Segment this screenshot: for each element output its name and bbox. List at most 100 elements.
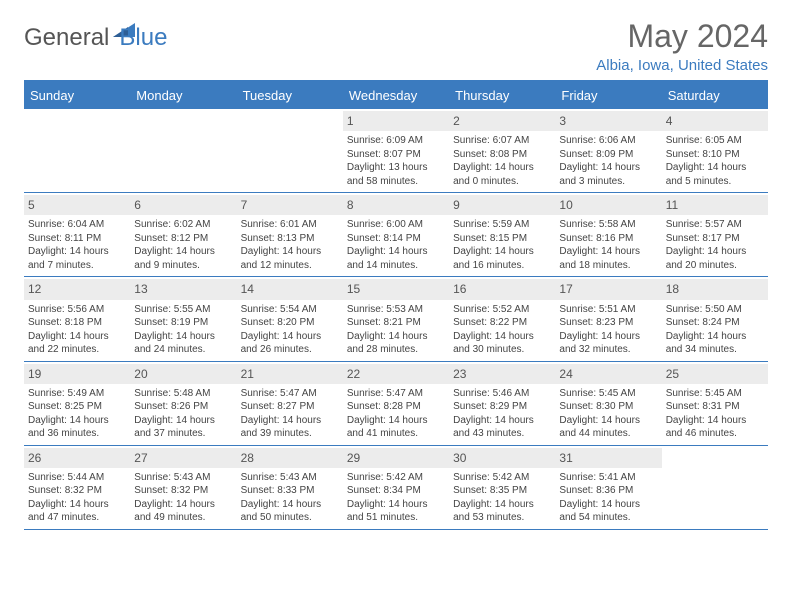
day-details: Sunrise: 6:02 AMSunset: 8:12 PMDaylight:…	[134, 218, 232, 272]
calendar-day: 21 Sunrise: 5:47 AMSunset: 8:27 PMDayligh…	[237, 362, 343, 445]
calendar-day	[237, 109, 343, 192]
day-number: 3	[555, 111, 661, 131]
calendar-week: 5 Sunrise: 6:04 AMSunset: 8:11 PMDaylight…	[24, 193, 768, 277]
logo-text-blue: Blue	[119, 24, 167, 52]
weekday-header: Saturday	[662, 82, 768, 109]
day-details: Sunrise: 5:49 AMSunset: 8:25 PMDaylight:…	[28, 387, 126, 441]
month-title: May 2024	[596, 18, 768, 55]
calendar-day: 6 Sunrise: 6:02 AMSunset: 8:12 PMDaylight…	[130, 193, 236, 276]
day-number: 1	[343, 111, 449, 131]
calendar-grid: Sunday Monday Tuesday Wednesday Thursday…	[24, 82, 768, 530]
day-details: Sunrise: 6:06 AMSunset: 8:09 PMDaylight:…	[559, 134, 657, 188]
day-number: 20	[130, 364, 236, 384]
calendar-day: 27 Sunrise: 5:43 AMSunset: 8:32 PMDayligh…	[130, 446, 236, 529]
calendar-day	[662, 446, 768, 529]
calendar-day: 30 Sunrise: 5:42 AMSunset: 8:35 PMDayligh…	[449, 446, 555, 529]
day-number: 6	[130, 195, 236, 215]
calendar-day: 12Sunrise: 5:56 AMSunset: 8:18 PMDayligh…	[24, 277, 130, 360]
calendar-day: 28 Sunrise: 5:43 AMSunset: 8:33 PMDayligh…	[237, 446, 343, 529]
calendar-day: 29Sunrise: 5:42 AMSunset: 8:34 PMDayligh…	[343, 446, 449, 529]
weekday-header: Monday	[130, 82, 236, 109]
calendar-day: 2 Sunrise: 6:07 AMSunset: 8:08 PMDaylight…	[449, 109, 555, 192]
day-details: Sunrise: 5:59 AMSunset: 8:15 PMDaylight:…	[453, 218, 551, 272]
day-number: 2	[449, 111, 555, 131]
calendar-day: 14Sunrise: 5:54 AMSunset: 8:20 PMDayligh…	[237, 277, 343, 360]
day-details: Sunrise: 5:46 AMSunset: 8:29 PMDaylight:…	[453, 387, 551, 441]
day-details: Sunrise: 5:47 AMSunset: 8:27 PMDaylight:…	[241, 387, 339, 441]
day-details: Sunrise: 5:48 AMSunset: 8:26 PMDaylight:…	[134, 387, 232, 441]
calendar-day: 3 Sunrise: 6:06 AMSunset: 8:09 PMDaylight…	[555, 109, 661, 192]
location-text: Albia, Iowa, United States	[596, 57, 768, 74]
day-number: 30	[449, 448, 555, 468]
calendar-day	[130, 109, 236, 192]
day-number: 21	[237, 364, 343, 384]
calendar-day: 8 Sunrise: 6:00 AMSunset: 8:14 PMDaylight…	[343, 193, 449, 276]
calendar-day: 13Sunrise: 5:55 AMSunset: 8:19 PMDayligh…	[130, 277, 236, 360]
day-number: 22	[343, 364, 449, 384]
day-details: Sunrise: 5:42 AMSunset: 8:35 PMDaylight:…	[453, 471, 551, 525]
calendar-day: 15 Sunrise: 5:53 AMSunset: 8:21 PMDayligh…	[343, 277, 449, 360]
calendar-week: 1 Sunrise: 6:09 AMSunset: 8:07 PMDaylight…	[24, 109, 768, 193]
calendar-day: 10Sunrise: 5:58 AMSunset: 8:16 PMDayligh…	[555, 193, 661, 276]
calendar-day: 24 Sunrise: 5:45 AMSunset: 8:30 PMDayligh…	[555, 362, 661, 445]
day-number: 8	[343, 195, 449, 215]
header: General Blue May 2024 Albia, Iowa, Unite…	[24, 18, 768, 74]
calendar-day: 1 Sunrise: 6:09 AMSunset: 8:07 PMDaylight…	[343, 109, 449, 192]
day-details: Sunrise: 6:00 AMSunset: 8:14 PMDaylight:…	[347, 218, 445, 272]
day-number: 27	[130, 448, 236, 468]
calendar-day: 17 Sunrise: 5:51 AMSunset: 8:23 PMDayligh…	[555, 277, 661, 360]
calendar-day	[24, 109, 130, 192]
day-number: 29	[343, 448, 449, 468]
day-number: 19	[24, 364, 130, 384]
day-number: 17	[555, 279, 661, 299]
calendar-day: 19 Sunrise: 5:49 AMSunset: 8:25 PMDayligh…	[24, 362, 130, 445]
calendar-day: 22Sunrise: 5:47 AMSunset: 8:28 PMDayligh…	[343, 362, 449, 445]
day-number: 7	[237, 195, 343, 215]
day-details: Sunrise: 6:04 AMSunset: 8:11 PMDaylight:…	[28, 218, 126, 272]
day-details: Sunrise: 5:54 AMSunset: 8:20 PMDaylight:…	[241, 303, 339, 357]
day-number: 9	[449, 195, 555, 215]
title-area: May 2024 Albia, Iowa, United States	[596, 18, 768, 74]
calendar-day: 4Sunrise: 6:05 AMSunset: 8:10 PMDaylight…	[662, 109, 768, 192]
day-number: 31	[555, 448, 661, 468]
day-details: Sunrise: 5:44 AMSunset: 8:32 PMDaylight:…	[28, 471, 126, 525]
day-details: Sunrise: 5:53 AMSunset: 8:21 PMDaylight:…	[347, 303, 445, 357]
calendar-week: 19 Sunrise: 5:49 AMSunset: 8:25 PMDayligh…	[24, 362, 768, 446]
calendar-week: 26Sunrise: 5:44 AMSunset: 8:32 PMDayligh…	[24, 446, 768, 530]
day-details: Sunrise: 5:45 AMSunset: 8:30 PMDaylight:…	[559, 387, 657, 441]
day-number: 5	[24, 195, 130, 215]
day-number: 18	[662, 279, 768, 299]
weekday-header-row: Sunday Monday Tuesday Wednesday Thursday…	[24, 82, 768, 109]
day-details: Sunrise: 5:51 AMSunset: 8:23 PMDaylight:…	[559, 303, 657, 357]
day-details: Sunrise: 5:57 AMSunset: 8:17 PMDaylight:…	[666, 218, 764, 272]
day-details: Sunrise: 6:01 AMSunset: 8:13 PMDaylight:…	[241, 218, 339, 272]
calendar-day: 20 Sunrise: 5:48 AMSunset: 8:26 PMDayligh…	[130, 362, 236, 445]
day-details: Sunrise: 5:43 AMSunset: 8:32 PMDaylight:…	[134, 471, 232, 525]
day-details: Sunrise: 5:55 AMSunset: 8:19 PMDaylight:…	[134, 303, 232, 357]
calendar-day: 7 Sunrise: 6:01 AMSunset: 8:13 PMDaylight…	[237, 193, 343, 276]
day-number: 23	[449, 364, 555, 384]
day-details: Sunrise: 5:50 AMSunset: 8:24 PMDaylight:…	[666, 303, 764, 357]
weekday-header: Wednesday	[343, 82, 449, 109]
logo: General Blue	[24, 24, 167, 52]
calendar-day: 9 Sunrise: 5:59 AMSunset: 8:15 PMDaylight…	[449, 193, 555, 276]
calendar-day: 11Sunrise: 5:57 AMSunset: 8:17 PMDayligh…	[662, 193, 768, 276]
calendar-week: 12Sunrise: 5:56 AMSunset: 8:18 PMDayligh…	[24, 277, 768, 361]
calendar-day: 23 Sunrise: 5:46 AMSunset: 8:29 PMDayligh…	[449, 362, 555, 445]
logo-text-general: General	[24, 24, 109, 52]
weeks-container: 1 Sunrise: 6:09 AMSunset: 8:07 PMDaylight…	[24, 109, 768, 530]
calendar-day: 31 Sunrise: 5:41 AMSunset: 8:36 PMDayligh…	[555, 446, 661, 529]
day-details: Sunrise: 6:09 AMSunset: 8:07 PMDaylight:…	[347, 134, 445, 188]
day-number: 28	[237, 448, 343, 468]
day-details: Sunrise: 5:41 AMSunset: 8:36 PMDaylight:…	[559, 471, 657, 525]
day-number: 4	[662, 111, 768, 131]
day-details: Sunrise: 5:45 AMSunset: 8:31 PMDaylight:…	[666, 387, 764, 441]
day-details: Sunrise: 5:43 AMSunset: 8:33 PMDaylight:…	[241, 471, 339, 525]
weekday-header: Sunday	[24, 82, 130, 109]
day-number: 24	[555, 364, 661, 384]
day-details: Sunrise: 5:58 AMSunset: 8:16 PMDaylight:…	[559, 218, 657, 272]
day-details: Sunrise: 5:52 AMSunset: 8:22 PMDaylight:…	[453, 303, 551, 357]
day-number: 15	[343, 279, 449, 299]
weekday-header: Tuesday	[237, 82, 343, 109]
day-details: Sunrise: 6:07 AMSunset: 8:08 PMDaylight:…	[453, 134, 551, 188]
